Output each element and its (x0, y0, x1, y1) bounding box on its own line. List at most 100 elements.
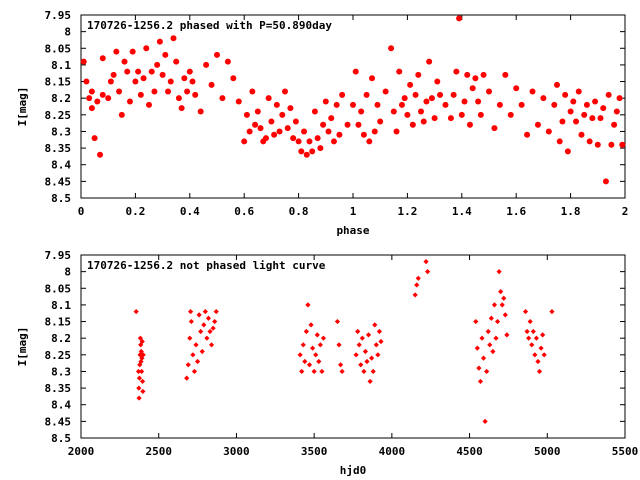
x-tick-label: 0.6 (234, 205, 254, 218)
data-point (252, 121, 259, 128)
data-point (290, 135, 297, 142)
data-point (414, 282, 420, 288)
data-point (415, 71, 422, 78)
data-point (317, 342, 323, 348)
data-point (382, 88, 389, 95)
y-tick-label: 8.5 (51, 432, 71, 445)
data-point (207, 328, 213, 335)
data-point (369, 355, 375, 361)
data-point (309, 345, 316, 351)
data-point (533, 335, 540, 341)
data-point (374, 101, 381, 108)
data-point (187, 308, 194, 315)
data-point (594, 141, 601, 148)
data-point (305, 302, 311, 308)
x-tick-label: 5500 (612, 445, 639, 458)
data-point (567, 108, 574, 115)
data-point (605, 91, 612, 98)
data-point (407, 81, 414, 88)
plot-frame (80, 254, 626, 439)
data-point (303, 151, 310, 158)
y-tick-label: 8.2 (51, 92, 71, 105)
data-point (586, 138, 593, 145)
data-point (616, 95, 623, 102)
data-point (396, 68, 403, 75)
data-point (105, 95, 112, 102)
data-point (88, 88, 95, 95)
data-point (194, 358, 201, 365)
data-point (208, 81, 215, 88)
data-point (203, 61, 210, 68)
data-point (461, 98, 468, 105)
data-point (600, 105, 607, 112)
data-point (118, 111, 125, 118)
data-point (336, 342, 342, 348)
y-tick-label: 8.4 (51, 399, 71, 412)
data-point (545, 128, 552, 135)
data-point (404, 111, 411, 118)
y-tick-label: 8.15 (45, 76, 72, 89)
data-point (94, 98, 101, 105)
data-point (308, 322, 314, 328)
data-point (423, 259, 429, 265)
data-point (398, 101, 405, 108)
data-point (212, 318, 218, 325)
x-tick-label: 0.4 (180, 205, 200, 218)
data-point (268, 118, 275, 125)
data-point (235, 98, 242, 105)
data-point (507, 111, 514, 118)
data-point (214, 51, 220, 58)
data-point (187, 335, 193, 341)
data-point (482, 418, 488, 424)
data-point (129, 48, 136, 55)
data-point (151, 88, 158, 95)
data-point (133, 308, 139, 315)
data-point (365, 332, 372, 338)
x-tick-label: 0.2 (125, 205, 145, 218)
data-point (540, 332, 546, 338)
data-point (344, 121, 351, 128)
y-tick-label: 8.35 (45, 142, 72, 155)
data-point (518, 101, 525, 108)
y-tick-label: 8.1 (51, 299, 71, 312)
data-point (578, 131, 585, 138)
x-tick-label: 5000 (534, 445, 561, 458)
data-point (243, 111, 250, 118)
data-point (366, 138, 373, 145)
phased-chart: 7.95 8 8.05 8.1 8.15 8.2 8.25 8.3 8.35 8.4 8.45 8.5… (16, 9, 628, 237)
data-point (148, 68, 155, 75)
data-point (409, 121, 416, 128)
data-point (301, 128, 308, 135)
data-point (431, 115, 438, 122)
data-point (499, 302, 505, 308)
data-point (313, 352, 319, 358)
y-tick-label: 8.1 (51, 59, 71, 72)
data-point (337, 362, 344, 368)
data-point (474, 345, 480, 351)
data-point (140, 388, 146, 395)
data-point (311, 108, 318, 115)
data-point (193, 342, 199, 348)
x-tick-label: 2000 (68, 445, 95, 458)
y-tick-label: 8.45 (45, 415, 72, 428)
data-point (262, 135, 269, 142)
data-point (246, 128, 253, 135)
data-point (363, 91, 370, 98)
data-point (352, 68, 359, 75)
y-tick-label: 8.3 (51, 365, 71, 378)
data-point (196, 312, 202, 318)
data-point (306, 362, 313, 368)
data-point (132, 78, 139, 85)
data-point (556, 138, 563, 145)
x-tick-label: 0.8 (289, 205, 309, 218)
data-point (361, 368, 367, 375)
data-point (189, 78, 196, 85)
data-point (175, 95, 182, 102)
y-tick-label: 8.25 (45, 109, 72, 122)
data-point (390, 108, 397, 115)
data-point (126, 98, 133, 105)
data-point (322, 98, 329, 105)
data-point (230, 75, 237, 82)
data-point (197, 108, 204, 115)
data-point (282, 88, 288, 95)
